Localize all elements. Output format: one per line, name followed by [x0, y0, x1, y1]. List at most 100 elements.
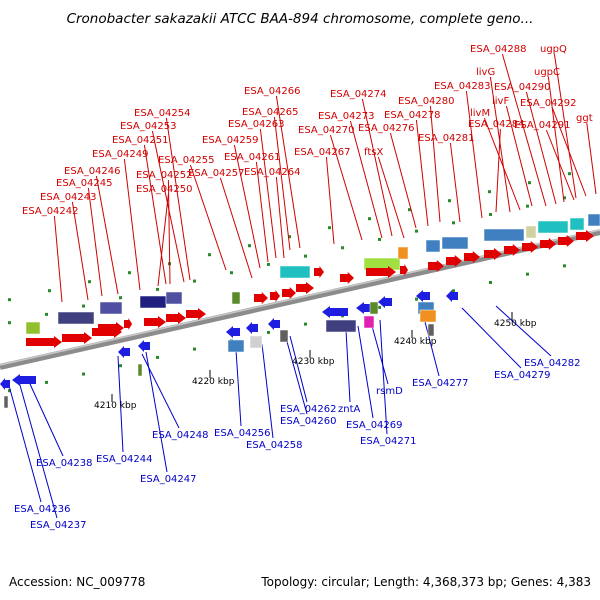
reverse-gene-label[interactable]: ESA_04262	[280, 404, 337, 415]
forward-gene-label[interactable]: ESA_04263	[228, 119, 285, 130]
forward-gene-label[interactable]: ESA_04291	[514, 120, 571, 131]
feature-box	[569, 217, 585, 231]
forward-gene-label[interactable]: ESA_04250	[136, 184, 193, 195]
forward-gene-arrow	[340, 272, 354, 284]
reverse-gene-arrow	[378, 296, 392, 308]
grid-dot	[415, 297, 418, 301]
forward-gene-label[interactable]: ESA_04267	[294, 147, 351, 158]
grid-dot	[341, 246, 344, 250]
grid-dot	[452, 289, 455, 293]
forward-gene-label[interactable]: ugpC	[534, 67, 560, 78]
reverse-gene-label[interactable]: zntA	[338, 404, 361, 415]
forward-gene-label[interactable]: ESA_04257	[188, 168, 245, 179]
reverse-gene-label[interactable]: ESA_04237	[30, 520, 87, 531]
reverse-gene-label[interactable]: ESA_04256	[214, 428, 271, 439]
forward-gene-label[interactable]: ESA_04249	[92, 149, 149, 160]
reverse-gene-arrow	[226, 326, 240, 338]
forward-gene-label[interactable]: ESA_04284	[468, 119, 525, 130]
reverse-leader-line	[371, 325, 389, 385]
reverse-gene-label[interactable]: ESA_04279	[494, 370, 551, 381]
grid-dot	[193, 347, 196, 351]
forward-leader-line	[489, 76, 511, 213]
reverse-leader-line	[7, 381, 42, 503]
forward-gene-label[interactable]: ESA_04259	[202, 135, 259, 146]
forward-gene-label[interactable]: ESA_04265	[242, 107, 299, 118]
reverse-gene-label[interactable]: ESA_04277	[412, 378, 469, 389]
forward-gene-label[interactable]: ESA_04273	[318, 111, 375, 122]
grid-dot	[288, 235, 291, 239]
forward-gene-label[interactable]: ftsX	[364, 147, 383, 158]
forward-gene-label[interactable]: ESA_04290	[494, 82, 551, 93]
reverse-gene-label[interactable]: ESA_04244	[96, 454, 153, 465]
reverse-gene-arrow	[12, 374, 36, 386]
grid-dot	[378, 305, 381, 309]
grid-dot	[563, 196, 566, 200]
reverse-gene-label[interactable]: ESA_04258	[246, 440, 303, 451]
forward-gene-label[interactable]: ESA_04246	[64, 166, 121, 177]
reverse-gene-label[interactable]: ESA_04282	[524, 358, 581, 369]
reverse-gene-label[interactable]: ESA_04260	[280, 416, 337, 427]
reverse-gene-arrow	[356, 302, 372, 314]
feature-box	[139, 295, 167, 309]
forward-gene-label[interactable]: ESA_04280	[398, 96, 455, 107]
forward-gene-arrow	[186, 308, 206, 320]
grid-dot	[488, 190, 491, 194]
forward-gene-label[interactable]: ESA_04264	[244, 167, 301, 178]
forward-leader-line	[449, 142, 461, 223]
reverse-gene-label[interactable]: ESA_04269	[346, 420, 403, 431]
feature-box	[325, 319, 357, 333]
forward-leader-line	[545, 129, 575, 201]
reverse-gene-label[interactable]: ESA_04248	[152, 430, 209, 441]
forward-gene-label[interactable]: livM	[470, 108, 490, 119]
forward-gene-label[interactable]: ESA_04292	[520, 98, 577, 109]
feature-box	[231, 291, 241, 305]
reverse-gene-arrow	[118, 346, 130, 358]
grid-dot	[304, 254, 307, 258]
reverse-gene-label[interactable]: rsmD	[376, 386, 403, 397]
forward-gene-label[interactable]: ESA_04254	[134, 108, 191, 119]
forward-gene-arrow	[166, 312, 186, 324]
feature-box	[279, 329, 289, 343]
forward-gene-arrow	[522, 241, 538, 253]
forward-gene-label[interactable]: ESA_04252	[136, 170, 193, 181]
forward-gene-label[interactable]: ESA_04274	[330, 89, 387, 100]
forward-gene-label[interactable]: ESA_04261	[224, 152, 281, 163]
grid-dot	[563, 264, 566, 268]
forward-gene-label[interactable]: ESA_04276	[358, 123, 415, 134]
forward-gene-label[interactable]: ESA_04281	[418, 133, 475, 144]
grid-dot	[408, 208, 411, 212]
forward-gene-label[interactable]: ESA_04266	[244, 86, 301, 97]
forward-leader-line	[143, 144, 167, 285]
grid-dot	[88, 280, 91, 284]
grid-dot	[230, 271, 233, 275]
forward-gene-arrow	[144, 316, 166, 328]
forward-gene-label[interactable]: ESA_04278	[384, 110, 441, 121]
reverse-leader-line	[285, 337, 308, 415]
forward-gene-label[interactable]: ggt	[576, 113, 593, 124]
forward-gene-label[interactable]: ugpQ	[540, 44, 567, 55]
forward-gene-label[interactable]: ESA_04270	[298, 125, 355, 136]
forward-gene-label[interactable]: ESA_04242	[22, 206, 79, 217]
feature-box	[483, 228, 525, 242]
feature-box	[363, 315, 375, 329]
grid-dot	[156, 355, 159, 359]
forward-gene-label[interactable]: ESA_04253	[120, 121, 177, 132]
reverse-gene-label[interactable]: ESA_04247	[140, 474, 197, 485]
forward-gene-label[interactable]: ESA_04245	[56, 178, 113, 189]
forward-gene-label[interactable]: ESA_04283	[434, 81, 491, 92]
forward-gene-label[interactable]: ESA_04243	[40, 192, 97, 203]
forward-gene-label[interactable]: livG	[476, 67, 495, 78]
forward-leader-line	[465, 90, 483, 219]
forward-leader-line	[586, 122, 597, 195]
forward-leader-line	[189, 164, 227, 271]
reverse-gene-label[interactable]: ESA_04236	[14, 504, 71, 515]
forward-leader-line	[505, 105, 533, 207]
forward-gene-label[interactable]: ESA_04251	[112, 135, 169, 146]
forward-gene-arrow	[296, 282, 314, 294]
reverse-gene-label[interactable]: ESA_04271	[360, 436, 417, 447]
forward-gene-label[interactable]: livF	[492, 96, 509, 107]
forward-gene-label[interactable]: ESA_04288	[470, 44, 527, 55]
forward-leader-line	[501, 53, 547, 207]
forward-gene-label[interactable]: ESA_04255	[158, 155, 215, 166]
reverse-gene-label[interactable]: ESA_04238	[36, 458, 93, 469]
